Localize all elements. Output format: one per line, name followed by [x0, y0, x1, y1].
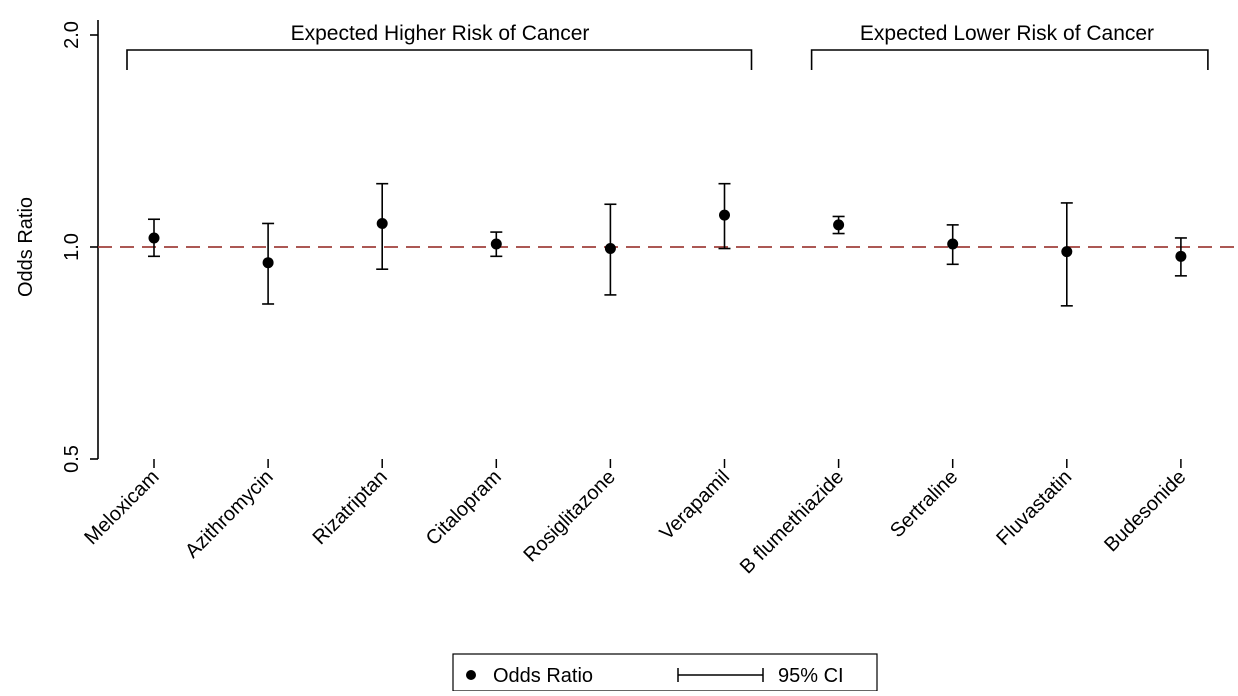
group-bracket-0 — [126, 49, 753, 70]
group-label-lower: Expected Lower Risk of Cancer — [860, 22, 1154, 45]
legend-ci-label: 95% CI — [778, 665, 844, 687]
x-tick-label: Fluvastatin — [992, 466, 1076, 550]
axes — [90, 20, 1209, 468]
x-tick-label: Meloxicam — [80, 466, 163, 549]
odds-ratio-point — [148, 232, 160, 244]
x-tick-label: Citalopram — [422, 466, 506, 550]
odds-ratio-point — [947, 238, 959, 250]
x-tick-label: Sertraline — [886, 466, 962, 542]
x-tick-label: Rizatriptan — [309, 466, 392, 549]
legend-box — [452, 653, 878, 692]
x-tick-label: Verapamil — [656, 466, 734, 544]
odds-ratio-point — [1061, 246, 1073, 258]
odds-ratio-point — [833, 219, 845, 231]
x-tick-label: Azithromycin — [181, 466, 278, 563]
y-tick-label: 2.0 — [61, 21, 83, 49]
text-layer: Odds Ratio Expected Higher Risk of Cance… — [15, 21, 1190, 578]
odds-ratio-point — [1175, 250, 1187, 262]
x-tick-label: Budesonide — [1100, 466, 1190, 556]
odds-ratio-point — [262, 257, 274, 269]
x-tick-label: Rosiglitazone — [519, 466, 619, 566]
y-axis-label: Odds Ratio — [15, 197, 37, 297]
legend-dot-symbol — [466, 670, 476, 680]
legend-odds-ratio-label: Odds Ratio — [493, 665, 593, 687]
y-tick-label: 1.0 — [61, 233, 83, 261]
y-tick-label: 0.5 — [61, 445, 83, 473]
marks-layer — [148, 182, 1187, 307]
odds-ratio-point — [490, 238, 502, 250]
odds-ratio-point — [719, 209, 730, 221]
odds-ratio-point — [376, 217, 388, 229]
group-label-higher: Expected Higher Risk of Cancer — [291, 22, 590, 45]
x-tick-label: B flumethiazide — [736, 466, 848, 578]
legend: Odds Ratio 95% CI — [452, 653, 878, 692]
odds-ratio-point — [604, 243, 616, 255]
group-bracket-1 — [810, 49, 1209, 70]
